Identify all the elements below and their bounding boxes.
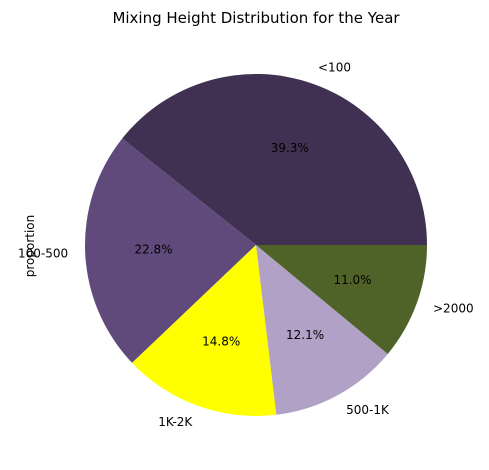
value-label-1k-2k: 14.8% xyxy=(202,335,240,349)
pie-slice-lt100 xyxy=(122,73,428,245)
value-label-100-500: 22.8% xyxy=(134,243,172,257)
pie-labels: <100 39.3% 100-500 22.8% 1K-2K 14.8% 500-1K 12.… xyxy=(18,60,474,429)
category-label-500-1k: 500-1K xyxy=(346,403,390,417)
value-label-gt2000: 11.0% xyxy=(333,273,371,287)
pie-slice-500-1k xyxy=(256,245,388,415)
category-label-1k-2k: 1K-2K xyxy=(158,415,193,429)
pie-slice-1k-2k xyxy=(132,245,277,416)
pie-slice-100-500 xyxy=(84,138,257,363)
value-label-500-1k: 12.1% xyxy=(286,328,324,342)
y-axis-label: proportion xyxy=(23,215,37,278)
pie-slices xyxy=(84,73,428,416)
chart-title: Mixing Height Distribution for the Year xyxy=(112,9,400,27)
category-label-gt2000: >2000 xyxy=(433,302,474,316)
category-label-100-500: 100-500 xyxy=(18,246,68,260)
value-label-lt100: 39.3% xyxy=(271,141,309,155)
pie-slice-gt2000 xyxy=(256,245,427,354)
category-label-lt100: <100 xyxy=(318,60,351,74)
